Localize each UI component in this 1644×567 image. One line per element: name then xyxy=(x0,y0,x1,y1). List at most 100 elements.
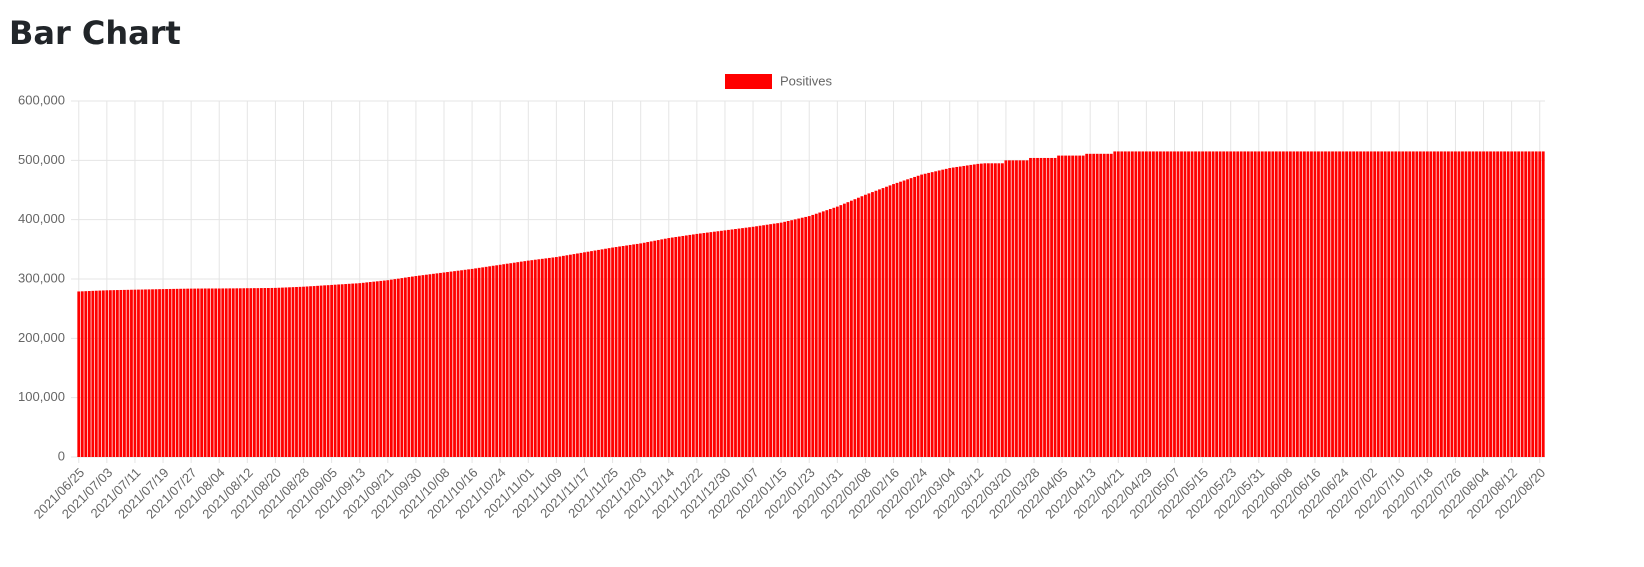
bar xyxy=(379,280,383,457)
bar xyxy=(554,257,558,457)
bar xyxy=(776,223,780,457)
bar xyxy=(1317,151,1320,457)
bar xyxy=(762,225,765,457)
bar xyxy=(101,290,105,457)
bar xyxy=(677,236,681,457)
bar xyxy=(948,168,952,457)
bar xyxy=(481,267,485,457)
bar xyxy=(432,273,435,457)
bar xyxy=(1401,151,1405,457)
bar xyxy=(1457,151,1461,457)
bar xyxy=(1081,155,1085,457)
bar xyxy=(797,218,801,457)
bar xyxy=(498,264,502,457)
bar xyxy=(1415,151,1419,457)
bar xyxy=(210,288,214,457)
bar xyxy=(832,207,836,457)
bar xyxy=(625,245,629,457)
bar xyxy=(1183,151,1187,457)
bar xyxy=(1485,151,1489,457)
bar xyxy=(1032,157,1036,457)
bar xyxy=(123,289,126,457)
bar xyxy=(537,259,541,457)
y-tick-label: 300,000 xyxy=(18,270,65,285)
bar xyxy=(1162,151,1166,457)
bar xyxy=(765,224,769,457)
bar xyxy=(115,290,119,457)
bar xyxy=(519,261,523,457)
bar xyxy=(295,287,298,457)
bar xyxy=(899,181,902,457)
bar xyxy=(751,226,755,457)
bar xyxy=(1292,151,1296,457)
bar xyxy=(1088,153,1092,457)
bar xyxy=(270,287,274,457)
bar xyxy=(1222,151,1226,457)
bar xyxy=(958,166,962,457)
bar xyxy=(688,234,692,457)
bar xyxy=(1404,151,1408,457)
bar xyxy=(288,287,291,457)
bar xyxy=(1534,151,1538,457)
bar xyxy=(323,285,326,457)
bar xyxy=(1482,151,1485,457)
bar xyxy=(1137,151,1141,457)
bar xyxy=(337,284,341,457)
bar xyxy=(1218,151,1222,457)
bar xyxy=(1057,155,1060,457)
bar xyxy=(1524,151,1528,457)
bar xyxy=(1197,151,1201,457)
bar xyxy=(1201,151,1204,457)
bar xyxy=(590,251,593,457)
bar xyxy=(720,230,723,457)
bar xyxy=(937,170,941,457)
bar xyxy=(1204,151,1208,457)
bar xyxy=(1324,151,1327,457)
bar xyxy=(1004,160,1008,458)
bar xyxy=(393,279,397,457)
bar xyxy=(607,248,611,457)
bar xyxy=(1425,151,1429,457)
bar xyxy=(583,252,586,457)
bar xyxy=(105,290,109,457)
bar xyxy=(1046,157,1050,457)
bar xyxy=(611,247,614,457)
bar xyxy=(446,272,449,457)
bar xyxy=(407,277,411,457)
bar xyxy=(586,251,590,457)
bar xyxy=(579,252,583,457)
bar xyxy=(944,168,948,458)
bar xyxy=(779,222,783,457)
bar xyxy=(1436,151,1440,457)
bar xyxy=(98,290,102,457)
bar xyxy=(158,289,161,457)
bar xyxy=(1352,151,1356,457)
bar xyxy=(333,284,337,457)
bar xyxy=(786,220,790,457)
bar xyxy=(396,278,400,457)
bar xyxy=(1239,151,1243,457)
y-tick-label: 0 xyxy=(58,448,65,463)
bar xyxy=(281,287,284,457)
bar xyxy=(874,190,878,457)
bar xyxy=(1492,151,1496,457)
bar xyxy=(702,233,706,457)
bar xyxy=(403,277,407,457)
bar xyxy=(147,289,151,457)
bar xyxy=(684,235,688,457)
bar xyxy=(965,165,969,457)
bar xyxy=(375,281,379,457)
bar xyxy=(1299,151,1303,457)
y-tick-label: 100,000 xyxy=(18,389,65,404)
bar xyxy=(1211,151,1215,457)
bar xyxy=(196,288,200,457)
bar xyxy=(1464,151,1468,457)
bar xyxy=(340,284,344,457)
bar xyxy=(1092,153,1096,457)
bar xyxy=(730,229,734,457)
bar xyxy=(1022,160,1025,458)
bar xyxy=(400,278,404,457)
y-tick-label: 200,000 xyxy=(18,330,65,345)
bar xyxy=(386,280,390,457)
